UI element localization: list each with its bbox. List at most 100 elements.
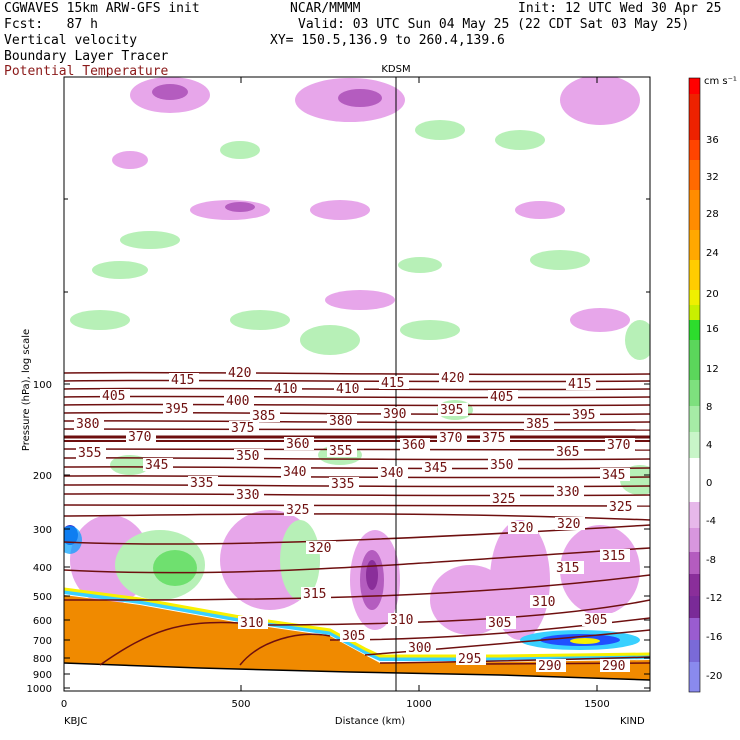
- x-tick-label: 0: [61, 699, 67, 710]
- vertical-velocity-field: [64, 77, 650, 640]
- svg-text:325: 325: [609, 500, 632, 515]
- svg-text:335: 335: [331, 477, 354, 492]
- y-tick-label: 100: [33, 380, 52, 391]
- terrain-underground: [64, 663, 650, 691]
- colorbar-tick: 24: [706, 248, 719, 259]
- x-axis-title: Distance (km): [335, 716, 405, 727]
- valid-time: Valid: 03 UTC Sun 04 May 25 (22 CDT Sat …: [298, 17, 690, 32]
- y-tick-label: 1000: [27, 684, 52, 695]
- svg-text:415: 415: [171, 373, 194, 388]
- x-axis-ticks: [63, 77, 598, 691]
- svg-text:335: 335: [190, 476, 213, 491]
- svg-text:370: 370: [128, 430, 151, 445]
- y-tick-label: 400: [33, 563, 52, 574]
- colorbar-units: cm s⁻¹: [704, 76, 737, 87]
- y-tick-label: 900: [33, 670, 52, 681]
- svg-text:315: 315: [602, 549, 625, 564]
- boundary-layer-fill: [64, 595, 650, 691]
- svg-text:350: 350: [236, 449, 259, 464]
- svg-text:410: 410: [274, 382, 297, 397]
- colorbar-tick: 36: [706, 135, 719, 146]
- init-time: Init: 12 UTC Wed 30 Apr 25: [518, 1, 722, 16]
- y-tick-label: 800: [33, 654, 52, 665]
- svg-text:305: 305: [584, 613, 607, 628]
- colorbar-tick: 0: [706, 478, 712, 489]
- colorbar-tick: 16: [706, 324, 719, 335]
- colorbar-labels: 36 32 28 24 20 16 12 8 4 0 -4 -8 -12 -16…: [706, 135, 722, 682]
- svg-text:380: 380: [76, 417, 99, 432]
- svg-text:420: 420: [441, 371, 464, 386]
- svg-text:325: 325: [492, 492, 515, 507]
- svg-text:325: 325: [286, 503, 309, 518]
- y-tick-label: 500: [33, 592, 52, 603]
- svg-text:310: 310: [240, 616, 263, 631]
- field-vertical-velocity: Vertical velocity: [4, 33, 138, 48]
- svg-text:345: 345: [602, 468, 625, 483]
- svg-text:345: 345: [145, 458, 168, 473]
- svg-text:295: 295: [458, 652, 481, 667]
- y-tick-label: 200: [33, 471, 52, 482]
- left-endpoint-label: KBJC: [64, 716, 87, 727]
- svg-text:420: 420: [228, 366, 251, 381]
- model-title: CGWAVES 15km ARW-GFS init: [4, 1, 200, 16]
- colorbar-tick: -16: [706, 632, 722, 643]
- theta-contour-labels: 420 415 415 420 415 410 410 405 405 400 …: [74, 366, 637, 674]
- svg-text:370: 370: [607, 438, 630, 453]
- svg-text:350: 350: [490, 458, 513, 473]
- x-tick-label: 1500: [584, 699, 609, 710]
- station-label: KDSM: [381, 64, 410, 75]
- theta-contour-lines: [64, 371, 650, 666]
- svg-text:290: 290: [602, 659, 625, 674]
- y-tick-label: 700: [33, 636, 52, 647]
- colorbar-tick: -8: [706, 555, 716, 566]
- colorbar-tick: 28: [706, 209, 719, 220]
- colorbar-tick: -4: [706, 516, 716, 527]
- svg-text:400: 400: [226, 394, 249, 409]
- svg-text:355: 355: [329, 444, 352, 459]
- x-tick-label: 1000: [406, 699, 431, 710]
- svg-text:360: 360: [286, 437, 309, 452]
- svg-text:395: 395: [165, 402, 188, 417]
- y-tick-label: 600: [33, 616, 52, 627]
- field-potential-temperature: Potential Temperature: [4, 64, 169, 79]
- svg-text:355: 355: [78, 446, 101, 461]
- colorbar-tick: 12: [706, 364, 719, 375]
- svg-text:395: 395: [572, 408, 595, 423]
- colorbar-tick: 20: [706, 289, 719, 300]
- svg-text:375: 375: [231, 421, 254, 436]
- svg-text:415: 415: [381, 376, 404, 391]
- svg-text:345: 345: [424, 461, 447, 476]
- colorbar: [688, 77, 701, 693]
- colorbar-tick: 32: [706, 172, 719, 183]
- right-endpoint-label: KIND: [620, 716, 645, 727]
- svg-text:340: 340: [283, 465, 306, 480]
- colorbar-tick: -12: [706, 593, 722, 604]
- svg-text:375: 375: [482, 431, 505, 446]
- y-axis-ticks: [64, 198, 650, 689]
- xy-range: XY= 150.5,136.9 to 260.4,139.6: [270, 33, 505, 48]
- y-tick-label: 300: [33, 525, 52, 536]
- svg-text:370: 370: [439, 431, 462, 446]
- colorbar-tick: 4: [706, 440, 712, 451]
- svg-text:390: 390: [383, 407, 406, 422]
- forecast-hour: Fcst: 87 h: [4, 17, 98, 32]
- svg-text:405: 405: [490, 390, 513, 405]
- svg-text:320: 320: [308, 541, 331, 556]
- y-axis-title: Pressure (hPa), log scale: [21, 329, 32, 451]
- svg-text:380: 380: [329, 414, 352, 429]
- svg-text:415: 415: [568, 377, 591, 392]
- svg-text:290: 290: [538, 659, 561, 674]
- svg-text:385: 385: [252, 409, 275, 424]
- svg-text:315: 315: [556, 561, 579, 576]
- svg-text:365: 365: [556, 445, 579, 460]
- svg-text:405: 405: [102, 389, 125, 404]
- svg-text:385: 385: [526, 417, 549, 432]
- svg-text:300: 300: [408, 641, 431, 656]
- svg-text:330: 330: [556, 485, 579, 500]
- x-tick-label: 500: [231, 699, 250, 710]
- svg-text:305: 305: [488, 616, 511, 631]
- svg-text:305: 305: [342, 629, 365, 644]
- field-boundary-layer: Boundary Layer Tracer: [4, 49, 169, 64]
- svg-text:330: 330: [236, 488, 259, 503]
